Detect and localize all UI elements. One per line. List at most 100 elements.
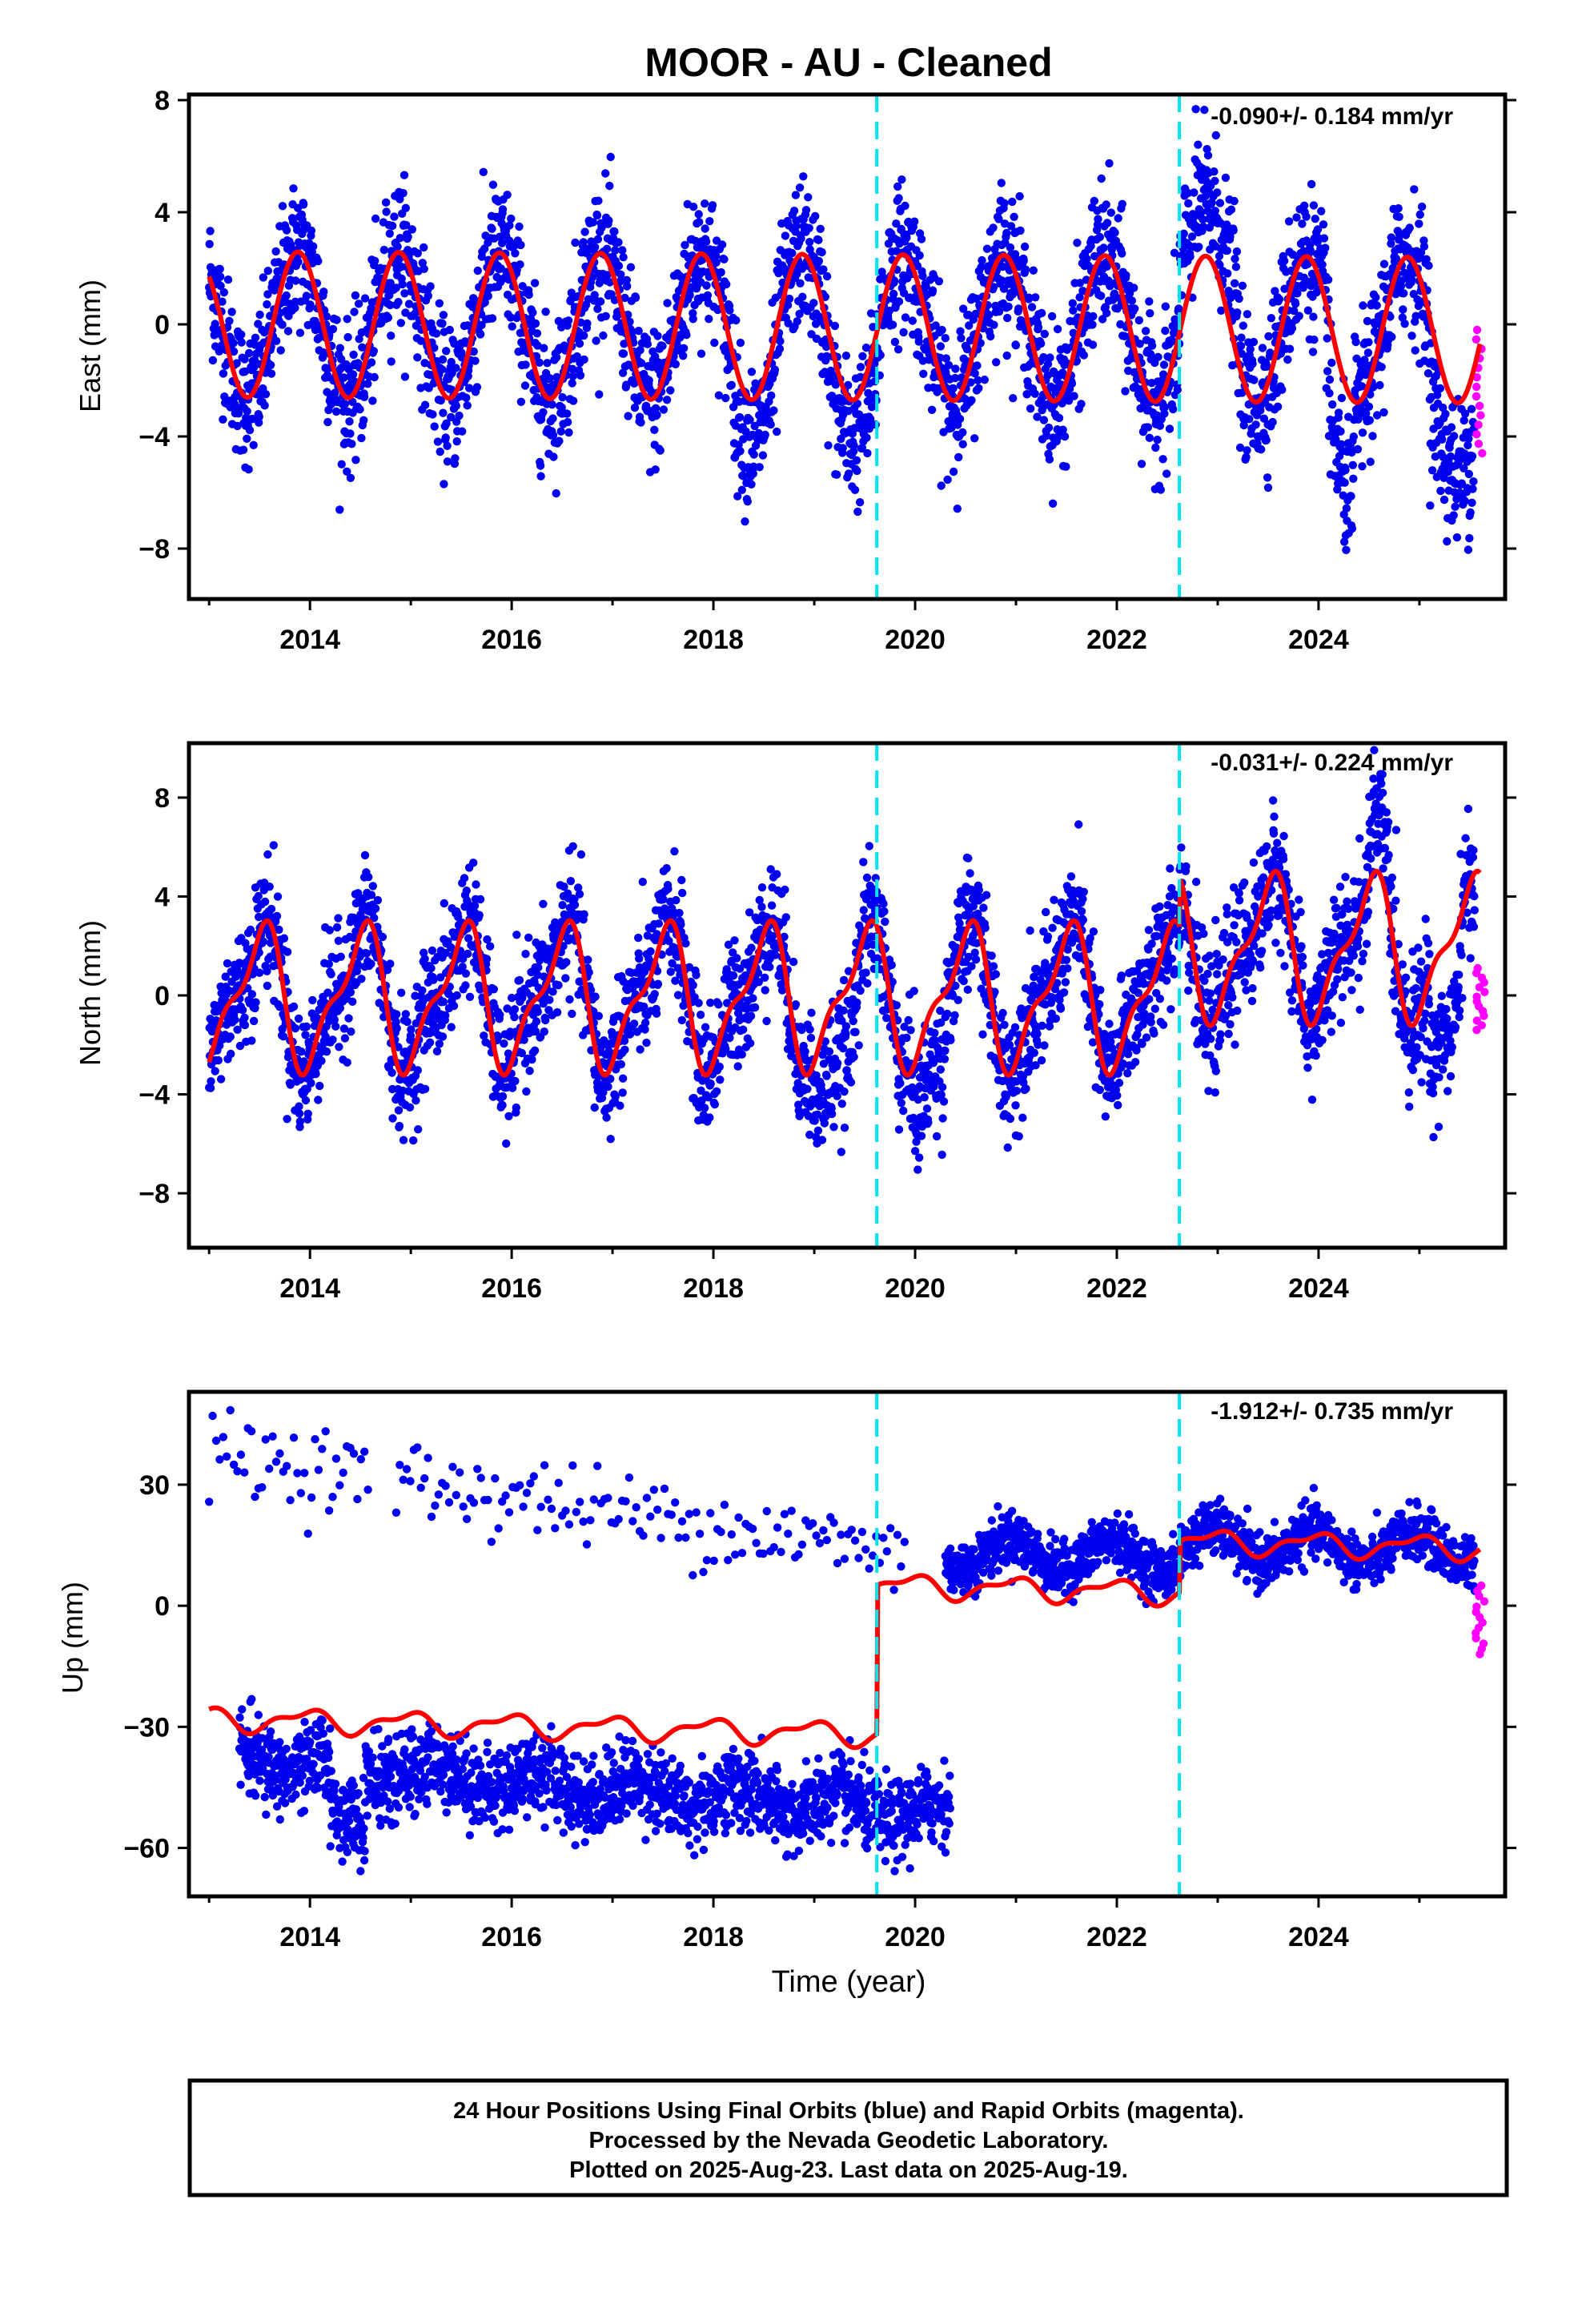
data-point — [1037, 308, 1046, 318]
data-point — [1287, 324, 1297, 333]
data-point — [205, 239, 214, 248]
data-point — [347, 1027, 355, 1036]
data-point — [1349, 432, 1359, 441]
data-point — [1075, 279, 1085, 287]
data-point — [1331, 435, 1340, 444]
data-point — [244, 348, 254, 358]
data-point — [1211, 131, 1221, 140]
data-point — [339, 373, 348, 382]
data-point — [438, 319, 447, 328]
data-point — [570, 900, 580, 910]
data-point — [463, 401, 472, 410]
data-point — [429, 975, 438, 984]
data-point — [749, 469, 757, 478]
east-final-points — [205, 105, 1487, 554]
data-point — [488, 224, 496, 233]
data-point — [536, 461, 545, 470]
data-point — [307, 226, 316, 235]
data-point — [266, 360, 275, 369]
data-point — [248, 414, 257, 424]
data-point — [950, 373, 960, 383]
data-point — [602, 244, 612, 253]
north-plot-area — [205, 746, 1489, 1174]
data-point — [251, 333, 260, 342]
data-point — [1298, 219, 1307, 228]
data-point — [399, 1136, 408, 1144]
data-point — [373, 895, 383, 905]
data-point — [1379, 259, 1389, 268]
data-point — [471, 356, 480, 365]
data-point — [915, 251, 924, 260]
data-point — [814, 256, 823, 266]
data-point — [733, 492, 742, 501]
data-point — [381, 198, 391, 207]
data-point — [1034, 323, 1043, 332]
data-point — [1317, 207, 1326, 215]
data-point — [997, 179, 1006, 187]
data-point — [233, 1025, 242, 1035]
data-point — [455, 411, 464, 420]
data-point — [1348, 460, 1358, 469]
data-point — [675, 908, 684, 918]
data-point — [677, 1015, 686, 1025]
data-point — [387, 221, 397, 231]
data-point — [442, 419, 451, 428]
data-point — [857, 444, 867, 452]
data-point — [440, 480, 448, 489]
data-point — [237, 330, 246, 339]
data-point — [221, 972, 230, 981]
data-point — [654, 919, 664, 928]
data-point — [344, 1014, 353, 1023]
data-point — [439, 997, 448, 1007]
data-point — [957, 334, 966, 343]
east-model-line — [207, 249, 1483, 406]
data-point — [445, 325, 454, 335]
data-point — [1114, 214, 1122, 223]
data-point — [1043, 371, 1052, 380]
data-point — [386, 959, 395, 968]
data-point — [357, 433, 366, 443]
data-point — [1127, 296, 1137, 305]
data-point — [424, 292, 432, 300]
data-point — [590, 1103, 599, 1112]
data-point — [1230, 196, 1239, 206]
data-point — [620, 1045, 629, 1055]
data-point — [594, 1011, 603, 1020]
data-point — [592, 211, 602, 220]
data-point — [822, 271, 832, 281]
data-point — [388, 1114, 397, 1123]
data-point — [576, 850, 586, 859]
data-point — [452, 364, 460, 372]
data-point — [273, 267, 282, 276]
data-point — [715, 1062, 724, 1072]
data-point — [775, 344, 785, 353]
data-point — [458, 427, 467, 436]
data-point — [1040, 329, 1050, 339]
rapid-data-point — [1472, 430, 1481, 439]
data-point — [371, 256, 379, 265]
data-point — [272, 911, 282, 921]
data-point — [1468, 485, 1477, 493]
data-point — [1280, 284, 1289, 293]
data-point — [1303, 306, 1313, 315]
data-point — [901, 313, 910, 322]
data-point — [1372, 411, 1382, 420]
data-point — [1211, 207, 1220, 215]
data-point — [428, 410, 437, 419]
data-point — [216, 281, 225, 291]
data-point — [418, 986, 427, 995]
data-point — [1443, 537, 1452, 546]
data-point — [949, 467, 958, 476]
data-point — [717, 267, 725, 277]
data-point — [717, 240, 727, 249]
data-point — [334, 936, 343, 946]
data-point — [620, 1036, 629, 1045]
data-point — [741, 517, 749, 526]
data-point — [360, 294, 370, 303]
data-point — [442, 347, 451, 356]
data-point — [1246, 344, 1255, 354]
data-point — [452, 991, 461, 1000]
data-point — [652, 410, 661, 420]
data-point — [958, 440, 967, 448]
data-point — [592, 336, 600, 345]
